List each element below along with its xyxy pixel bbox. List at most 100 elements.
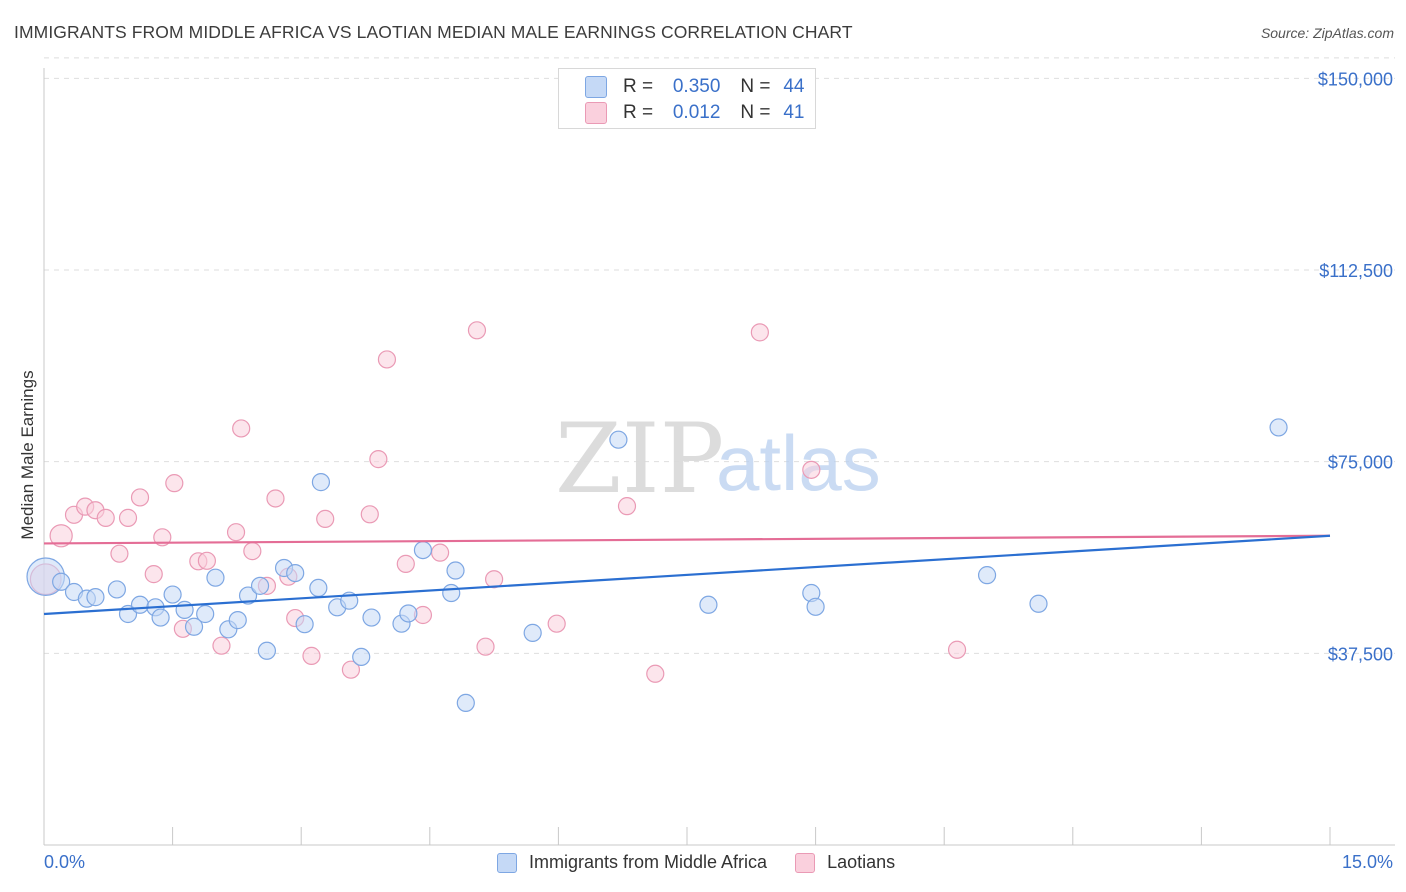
data-point xyxy=(257,641,277,660)
data-point xyxy=(309,578,328,598)
data-point xyxy=(802,460,821,479)
data-point xyxy=(118,508,138,527)
data-point xyxy=(197,551,216,570)
x-tick-label-max: 15.0% xyxy=(1341,852,1393,872)
data-point xyxy=(96,508,115,527)
data-point xyxy=(295,615,314,634)
y-tick-labels: $37,500 $75,000 $112,500 $150,000 xyxy=(1318,69,1393,664)
data-point xyxy=(547,614,566,633)
data-point xyxy=(110,544,129,563)
legend-label: Immigrants from Middle Africa xyxy=(529,852,768,872)
trend-lines xyxy=(43,534,1331,616)
data-point xyxy=(151,608,170,627)
data-point xyxy=(446,561,465,580)
y-tick-label: $37,500 xyxy=(1328,644,1393,664)
legend-swatch-blue xyxy=(497,852,517,873)
data-point xyxy=(144,565,163,584)
data-point xyxy=(52,572,71,591)
data-point xyxy=(699,595,718,614)
data-point xyxy=(130,488,150,507)
trend-line-laotians xyxy=(43,534,1331,545)
data-point xyxy=(609,430,628,449)
legend-item-middle-africa[interactable]: Immigrants from Middle Africa xyxy=(497,852,767,873)
data-point xyxy=(377,350,397,369)
data-point xyxy=(232,419,251,438)
legend-swatch-blue xyxy=(585,76,607,98)
data-point xyxy=(341,660,361,679)
series-legend: Immigrants from Middle Africa Laotians xyxy=(497,852,923,873)
legend-swatch-pink xyxy=(585,102,607,124)
data-point xyxy=(442,583,461,603)
data-point xyxy=(130,595,150,614)
legend-label: Laotians xyxy=(827,852,896,872)
data-point xyxy=(430,543,450,562)
trend-line-middle-africa xyxy=(43,534,1331,616)
data-point xyxy=(243,542,262,561)
middle-africa-points xyxy=(26,418,1288,713)
stats-row-laotians: R = 0.012 N = 41 xyxy=(585,100,805,126)
data-point xyxy=(977,566,997,585)
axes xyxy=(43,68,1395,846)
data-point xyxy=(49,524,73,548)
legend-item-laotians[interactable]: Laotians xyxy=(795,852,895,873)
laotians-points xyxy=(29,321,967,683)
chart-source: Source: ZipAtlas.com xyxy=(1260,25,1394,41)
r-label: R = xyxy=(623,76,654,97)
data-point xyxy=(456,693,475,713)
data-point xyxy=(467,321,487,340)
data-point xyxy=(362,608,381,627)
y-tick-label: $150,000 xyxy=(1318,69,1393,89)
data-point xyxy=(238,586,258,605)
watermark-zip: ZIP xyxy=(555,403,724,515)
data-point xyxy=(1029,594,1048,613)
n-label: N = xyxy=(740,102,771,123)
x-tick-label-min: 0.0% xyxy=(44,852,86,872)
data-point xyxy=(266,489,285,508)
data-point xyxy=(196,604,215,624)
data-point xyxy=(485,570,504,589)
data-point xyxy=(302,646,321,665)
data-point xyxy=(206,568,225,587)
data-point xyxy=(617,497,637,516)
watermark-atlas: atlas xyxy=(716,419,881,507)
r-value: 0.012 xyxy=(672,102,721,123)
data-point xyxy=(311,473,331,492)
data-point xyxy=(175,600,194,619)
data-point xyxy=(286,563,305,583)
data-point xyxy=(352,647,371,667)
data-point xyxy=(413,540,433,560)
data-point xyxy=(646,664,665,683)
data-point xyxy=(107,580,126,599)
data-point xyxy=(947,640,967,659)
data-point xyxy=(226,523,246,542)
y-tick-label: $112,500 xyxy=(1319,261,1393,281)
data-point xyxy=(153,528,172,547)
r-label: R = xyxy=(623,102,654,123)
stats-row-middle-africa: R = 0.350 N = 44 xyxy=(585,74,805,100)
data-point xyxy=(316,509,335,529)
chart-title: IMMIGRANTS FROM MIDDLE AFRICA VS LAOTIAN… xyxy=(14,22,853,42)
y-tick-label: $75,000 xyxy=(1328,453,1393,473)
r-value: 0.350 xyxy=(672,76,721,97)
n-value: 44 xyxy=(783,76,805,97)
data-point xyxy=(750,323,769,342)
data-point xyxy=(212,636,231,655)
data-point xyxy=(360,505,379,524)
data-point xyxy=(86,588,105,607)
data-point xyxy=(1269,418,1288,437)
n-value: 41 xyxy=(783,102,805,123)
data-point xyxy=(250,576,270,595)
n-label: N = xyxy=(740,76,771,97)
data-point xyxy=(523,623,542,642)
legend-swatch-pink xyxy=(795,852,816,873)
stats-legend: R = 0.350 N = 44 R = 0.012 N = 41 xyxy=(558,68,816,129)
data-point xyxy=(184,617,204,636)
data-point xyxy=(228,611,247,630)
data-point xyxy=(806,597,825,616)
data-point xyxy=(165,474,184,493)
data-point xyxy=(399,604,418,623)
data-point xyxy=(396,554,415,573)
data-point xyxy=(369,450,388,469)
data-point xyxy=(163,585,182,604)
